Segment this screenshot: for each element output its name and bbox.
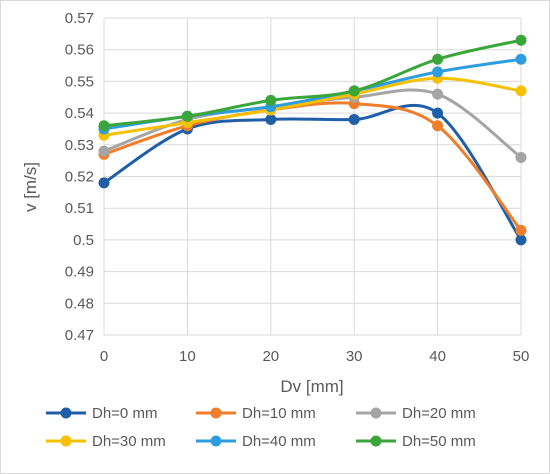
- legend-marker: [60, 435, 72, 447]
- y-tick-label: 0.52: [65, 169, 94, 186]
- series-5: [98, 53, 527, 135]
- series-line: [102, 38, 523, 128]
- y-tick-label: 0.53: [65, 137, 94, 154]
- series-line: [102, 103, 523, 242]
- series-line: [102, 101, 523, 232]
- y-tick-label: 0.54: [65, 105, 94, 122]
- legend-marker: [210, 435, 222, 447]
- data-point: [515, 53, 527, 65]
- data-point: [98, 145, 110, 157]
- data-point: [432, 66, 444, 78]
- data-point: [432, 88, 444, 100]
- legend-marker: [210, 407, 222, 419]
- data-point: [432, 107, 444, 119]
- legend-item: Dh=30 mm: [46, 433, 166, 450]
- legend-label: Dh=40 mm: [242, 433, 316, 450]
- legend-label: Dh=50 mm: [402, 433, 476, 450]
- y-tick-label: 0.49: [65, 264, 94, 281]
- legend-item: Dh=0 mm: [46, 405, 157, 422]
- y-tick-label: 0.56: [65, 42, 94, 59]
- y-tick-label: 0.57: [65, 10, 94, 27]
- x-tick-label: 0: [100, 348, 108, 365]
- data-point: [515, 234, 527, 246]
- series-layer: [98, 34, 527, 246]
- grid-lines: [103, 17, 522, 336]
- data-point: [515, 85, 527, 97]
- legend-marker: [60, 407, 72, 419]
- data-point: [98, 177, 110, 189]
- legend-item: Dh=20 mm: [356, 405, 476, 422]
- data-point: [265, 94, 277, 106]
- legend-marker: [370, 407, 382, 419]
- data-point: [348, 113, 360, 125]
- legend-label: Dh=10 mm: [242, 405, 316, 422]
- y-axis-title: v [m/s]: [21, 162, 40, 212]
- x-tick-label: 30: [346, 348, 363, 365]
- data-point: [432, 53, 444, 65]
- legend-item: Dh=40 mm: [196, 433, 316, 450]
- data-point: [515, 224, 527, 236]
- legend-label: Dh=30 mm: [92, 433, 166, 450]
- y-tick-label: 0.55: [65, 73, 94, 90]
- y-tick-label: 0.51: [65, 200, 94, 217]
- legend-label: Dh=0 mm: [92, 405, 157, 422]
- y-tick-label: 0.5: [73, 232, 94, 249]
- data-point: [432, 120, 444, 132]
- x-tick-label: 10: [179, 348, 196, 365]
- data-point: [98, 120, 110, 132]
- data-point: [515, 151, 527, 163]
- legend-item: Dh=10 mm: [196, 405, 316, 422]
- legend: Dh=0 mm Dh=10 mm Dh=20 mm Dh=30 mm Dh=40 mm D…: [46, 405, 476, 450]
- y-tick-label: 0.47: [65, 327, 94, 344]
- data-point: [265, 113, 277, 125]
- x-tick-label: 40: [429, 348, 446, 365]
- y-tick-label: 0.48: [65, 295, 94, 312]
- x-axis-title: Dv [mm]: [280, 377, 343, 396]
- x-tick-labels: 0 10 20 30 40 50: [100, 348, 530, 365]
- series-line: [102, 76, 523, 137]
- data-point: [515, 34, 527, 46]
- x-tick-label: 50: [513, 348, 530, 365]
- legend-marker: [370, 435, 382, 447]
- data-point: [348, 85, 360, 97]
- legend-item: Dh=50 mm: [356, 433, 476, 450]
- y-tick-labels: 0.47 0.48 0.49 0.5 0.51 0.52 0.53 0.54 0.55 0.56 0…: [65, 10, 94, 344]
- x-tick-label: 20: [262, 348, 279, 365]
- series-6: [98, 34, 527, 132]
- data-point: [181, 110, 193, 122]
- legend-label: Dh=20 mm: [402, 405, 476, 422]
